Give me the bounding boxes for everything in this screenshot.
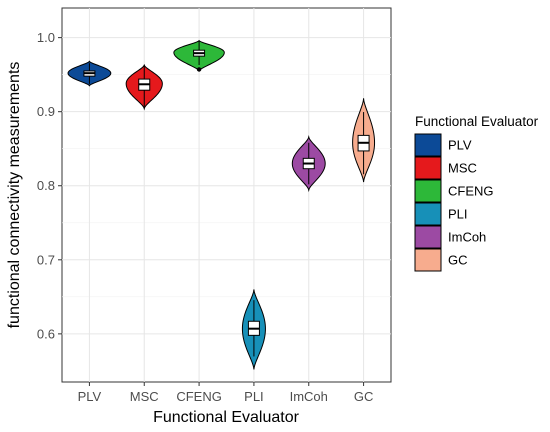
x-tick-label: MSC <box>130 389 159 404</box>
legend-label-msc: MSC <box>448 161 477 176</box>
x-tick-label: GC <box>354 389 374 404</box>
legend: Functional Evaluator PLV MSC CFENG PLI ImCoh… <box>414 114 539 272</box>
legend-label-plv: PLV <box>448 138 472 153</box>
legend-key-cfeng <box>414 179 442 203</box>
x-tick-label: CFENG <box>176 389 222 404</box>
x-axis-ticks: PLV MSC CFENG PLI ImCoh GC <box>78 382 374 404</box>
legend-key-plv <box>414 133 442 157</box>
x-tick-label: PLV <box>78 389 102 404</box>
y-tick-label: 0.8 <box>37 178 55 193</box>
y-tick-label: 0.6 <box>37 326 55 341</box>
plot-panel <box>61 7 392 383</box>
legend-key-pli <box>414 202 442 226</box>
legend-label-gc: GC <box>448 253 468 268</box>
y-axis-title: functional connectivity measurements <box>6 62 23 329</box>
y-axis-ticks: 0.6 0.7 0.8 0.9 1.0 <box>37 30 62 341</box>
legend-label-imcoh: ImCoh <box>448 230 486 245</box>
legend-label-pli: PLI <box>448 207 468 222</box>
x-tick-label: ImCoh <box>290 389 328 404</box>
legend-key-gc <box>414 248 442 272</box>
outlier-point <box>196 67 202 72</box>
legend-title: Functional Evaluator <box>415 114 539 129</box>
legend-label-cfeng: CFENG <box>448 184 494 199</box>
y-tick-label: 1.0 <box>37 30 55 45</box>
x-tick-label: PLI <box>244 389 264 404</box>
violins <box>67 39 376 370</box>
legend-key-msc <box>414 156 442 180</box>
legend-key-imcoh <box>414 225 442 249</box>
x-axis-title: Functional Evaluator <box>153 409 300 426</box>
y-tick-label: 0.7 <box>37 252 55 267</box>
y-tick-label: 0.9 <box>37 104 55 119</box>
